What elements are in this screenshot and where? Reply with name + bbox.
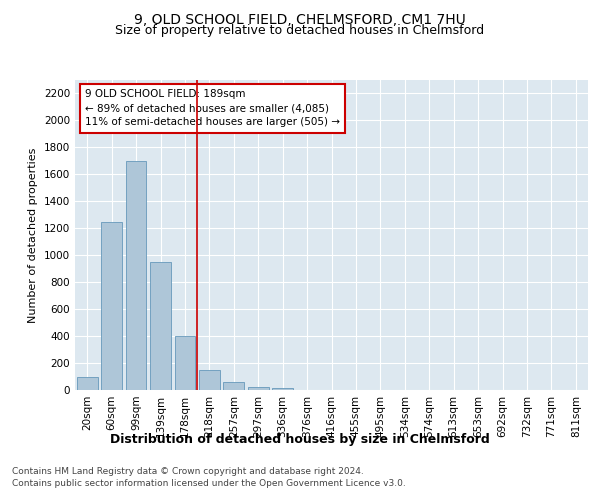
Bar [77,376,98,390]
Y-axis label: Number of detached properties: Number of detached properties [28,148,38,322]
Text: Contains public sector information licensed under the Open Government Licence v3: Contains public sector information licen… [12,479,406,488]
Bar [199,370,220,390]
Bar [175,336,196,390]
Bar [150,262,171,390]
Bar [101,222,122,390]
Text: Distribution of detached houses by size in Chelmsford: Distribution of detached houses by size … [110,432,490,446]
Text: 9, OLD SCHOOL FIELD, CHELMSFORD, CM1 7HU: 9, OLD SCHOOL FIELD, CHELMSFORD, CM1 7HU [134,12,466,26]
Bar [125,161,146,390]
Text: Contains HM Land Registry data © Crown copyright and database right 2024.: Contains HM Land Registry data © Crown c… [12,468,364,476]
Text: Size of property relative to detached houses in Chelmsford: Size of property relative to detached ho… [115,24,485,37]
Bar [248,386,269,390]
Text: 9 OLD SCHOOL FIELD: 189sqm
← 89% of detached houses are smaller (4,085)
11% of s: 9 OLD SCHOOL FIELD: 189sqm ← 89% of deta… [85,90,340,128]
Bar [223,382,244,390]
Bar [272,388,293,390]
